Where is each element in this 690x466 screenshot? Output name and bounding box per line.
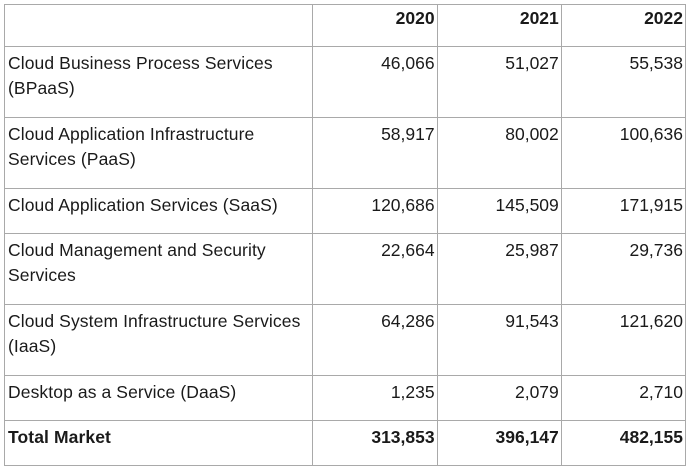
header-cell-empty: [3, 4, 314, 47]
cell-2020: 64,286: [312, 304, 438, 376]
row-label: Desktop as a Service (DaaS): [3, 375, 314, 421]
header-row: 2020 2021 2022: [3, 4, 687, 47]
table-row: Cloud System Infrastructure Services (Ia…: [3, 304, 687, 376]
table-row: Cloud Management and Security Services 2…: [3, 233, 687, 305]
cell-2020: 58,917: [312, 117, 438, 189]
header-cell-2020: 2020: [312, 4, 438, 47]
cell-2022: 100,636: [560, 117, 687, 189]
table-row: Desktop as a Service (DaaS) 1,235 2,079 …: [3, 375, 687, 421]
cell-2021: 51,027: [436, 46, 562, 118]
cell-2020: 120,686: [312, 188, 438, 234]
cell-2021: 91,543: [436, 304, 562, 376]
row-label: Cloud Business Process Services (BPaaS): [3, 46, 314, 118]
cell-2021: 145,509: [436, 188, 562, 234]
row-label: Cloud Application Services (SaaS): [3, 188, 314, 234]
table-row: Cloud Application Services (SaaS) 120,68…: [3, 188, 687, 234]
header-cell-2021: 2021: [436, 4, 562, 47]
cell-2022: 29,736: [560, 233, 687, 305]
row-label: Cloud Application Infrastructure Service…: [3, 117, 314, 189]
cell-2022: 121,620: [560, 304, 687, 376]
cell-2020: 1,235: [312, 375, 438, 421]
table-row: Cloud Application Infrastructure Service…: [3, 117, 687, 189]
total-row: Total Market 313,853 396,147 482,155: [3, 420, 687, 466]
market-table: 2020 2021 2022 Cloud Business Process Se…: [3, 4, 687, 466]
total-2021: 396,147: [436, 420, 562, 466]
cell-2020: 46,066: [312, 46, 438, 118]
row-label: Cloud Management and Security Services: [3, 233, 314, 305]
cell-2022: 2,710: [560, 375, 687, 421]
row-label: Cloud System Infrastructure Services (Ia…: [3, 304, 314, 376]
cell-2021: 25,987: [436, 233, 562, 305]
cell-2022: 171,915: [560, 188, 687, 234]
table-container: 2020 2021 2022 Cloud Business Process Se…: [3, 4, 687, 466]
cell-2021: 2,079: [436, 375, 562, 421]
cell-2021: 80,002: [436, 117, 562, 189]
header-cell-2022: 2022: [560, 4, 687, 47]
total-2020: 313,853: [312, 420, 438, 466]
total-2022: 482,155: [560, 420, 687, 466]
cell-2020: 22,664: [312, 233, 438, 305]
cell-2022: 55,538: [560, 46, 687, 118]
table-row: Cloud Business Process Services (BPaaS) …: [3, 46, 687, 118]
total-label: Total Market: [3, 420, 314, 466]
